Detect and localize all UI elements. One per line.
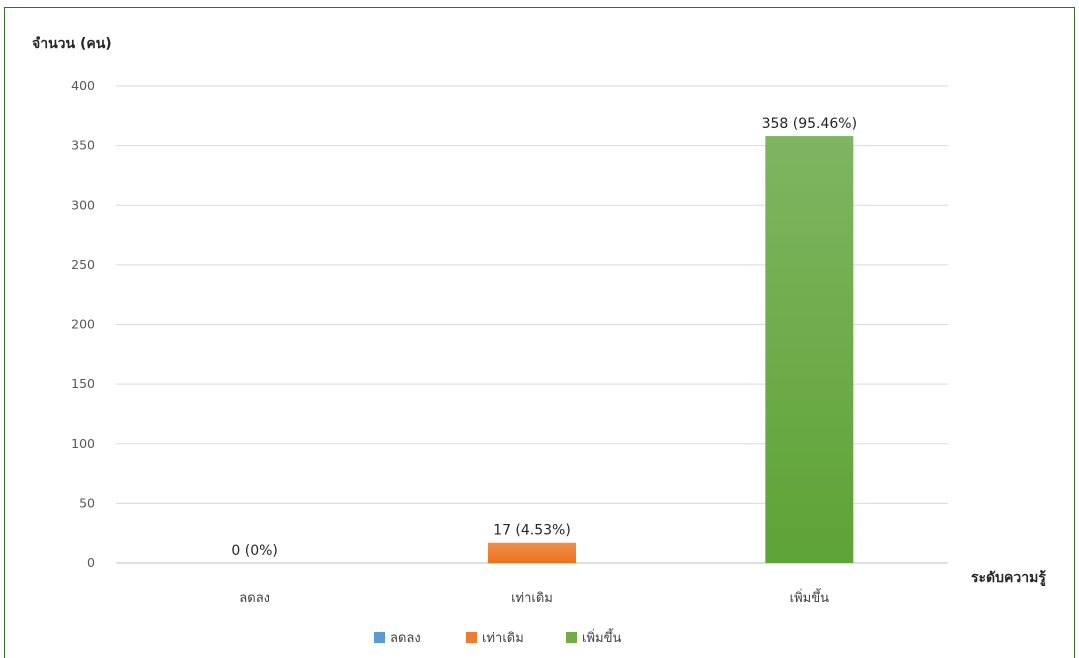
y-tick-label: 400 xyxy=(71,78,95,93)
data-label: 0 (0%) xyxy=(231,543,278,559)
y-tick-label: 50 xyxy=(79,495,95,510)
x-tick-label: เพิ่มขึ้น xyxy=(790,588,829,606)
legend-entry: ลดลง xyxy=(390,631,421,646)
y-tick-label: 100 xyxy=(71,436,95,451)
data-labels: 0 (0%) 17 (4.53%) 358 (95.46%) xyxy=(231,116,857,559)
y-axis-label: จำนวน (คน) xyxy=(32,36,112,52)
y-tick-label: 250 xyxy=(71,257,95,272)
x-tick-label: ลดลง xyxy=(239,591,270,606)
y-tick-label: 0 xyxy=(87,555,95,570)
y-tick-label: 350 xyxy=(71,138,95,153)
y-tick-label: 200 xyxy=(71,317,95,332)
y-tick-labels: 0 50 100 150 200 250 300 350 400 xyxy=(71,78,95,570)
data-label: 358 (95.46%) xyxy=(762,116,857,132)
y-tick-label: 300 xyxy=(71,197,95,212)
legend-entry: เท่าเดิม xyxy=(482,631,524,646)
y-tick-label: 150 xyxy=(71,376,95,391)
bars xyxy=(488,136,854,563)
legend-swatch xyxy=(566,632,577,643)
bar-2 xyxy=(488,542,576,563)
bar-3 xyxy=(765,136,854,563)
data-label: 17 (4.53%) xyxy=(493,523,571,539)
legend-swatch xyxy=(466,632,477,643)
x-axis-label: ระดับความรู้ xyxy=(971,570,1046,586)
x-tick-label: เท่าเดิม xyxy=(511,591,553,606)
legend-entry: เพิ่มขึ้น xyxy=(582,628,621,646)
x-tick-labels: ลดลง เท่าเดิม เพิ่มขึ้น xyxy=(239,588,829,606)
legend: ลดลง เท่าเดิม เพิ่มขึ้น xyxy=(374,628,621,646)
legend-swatch xyxy=(374,632,385,643)
